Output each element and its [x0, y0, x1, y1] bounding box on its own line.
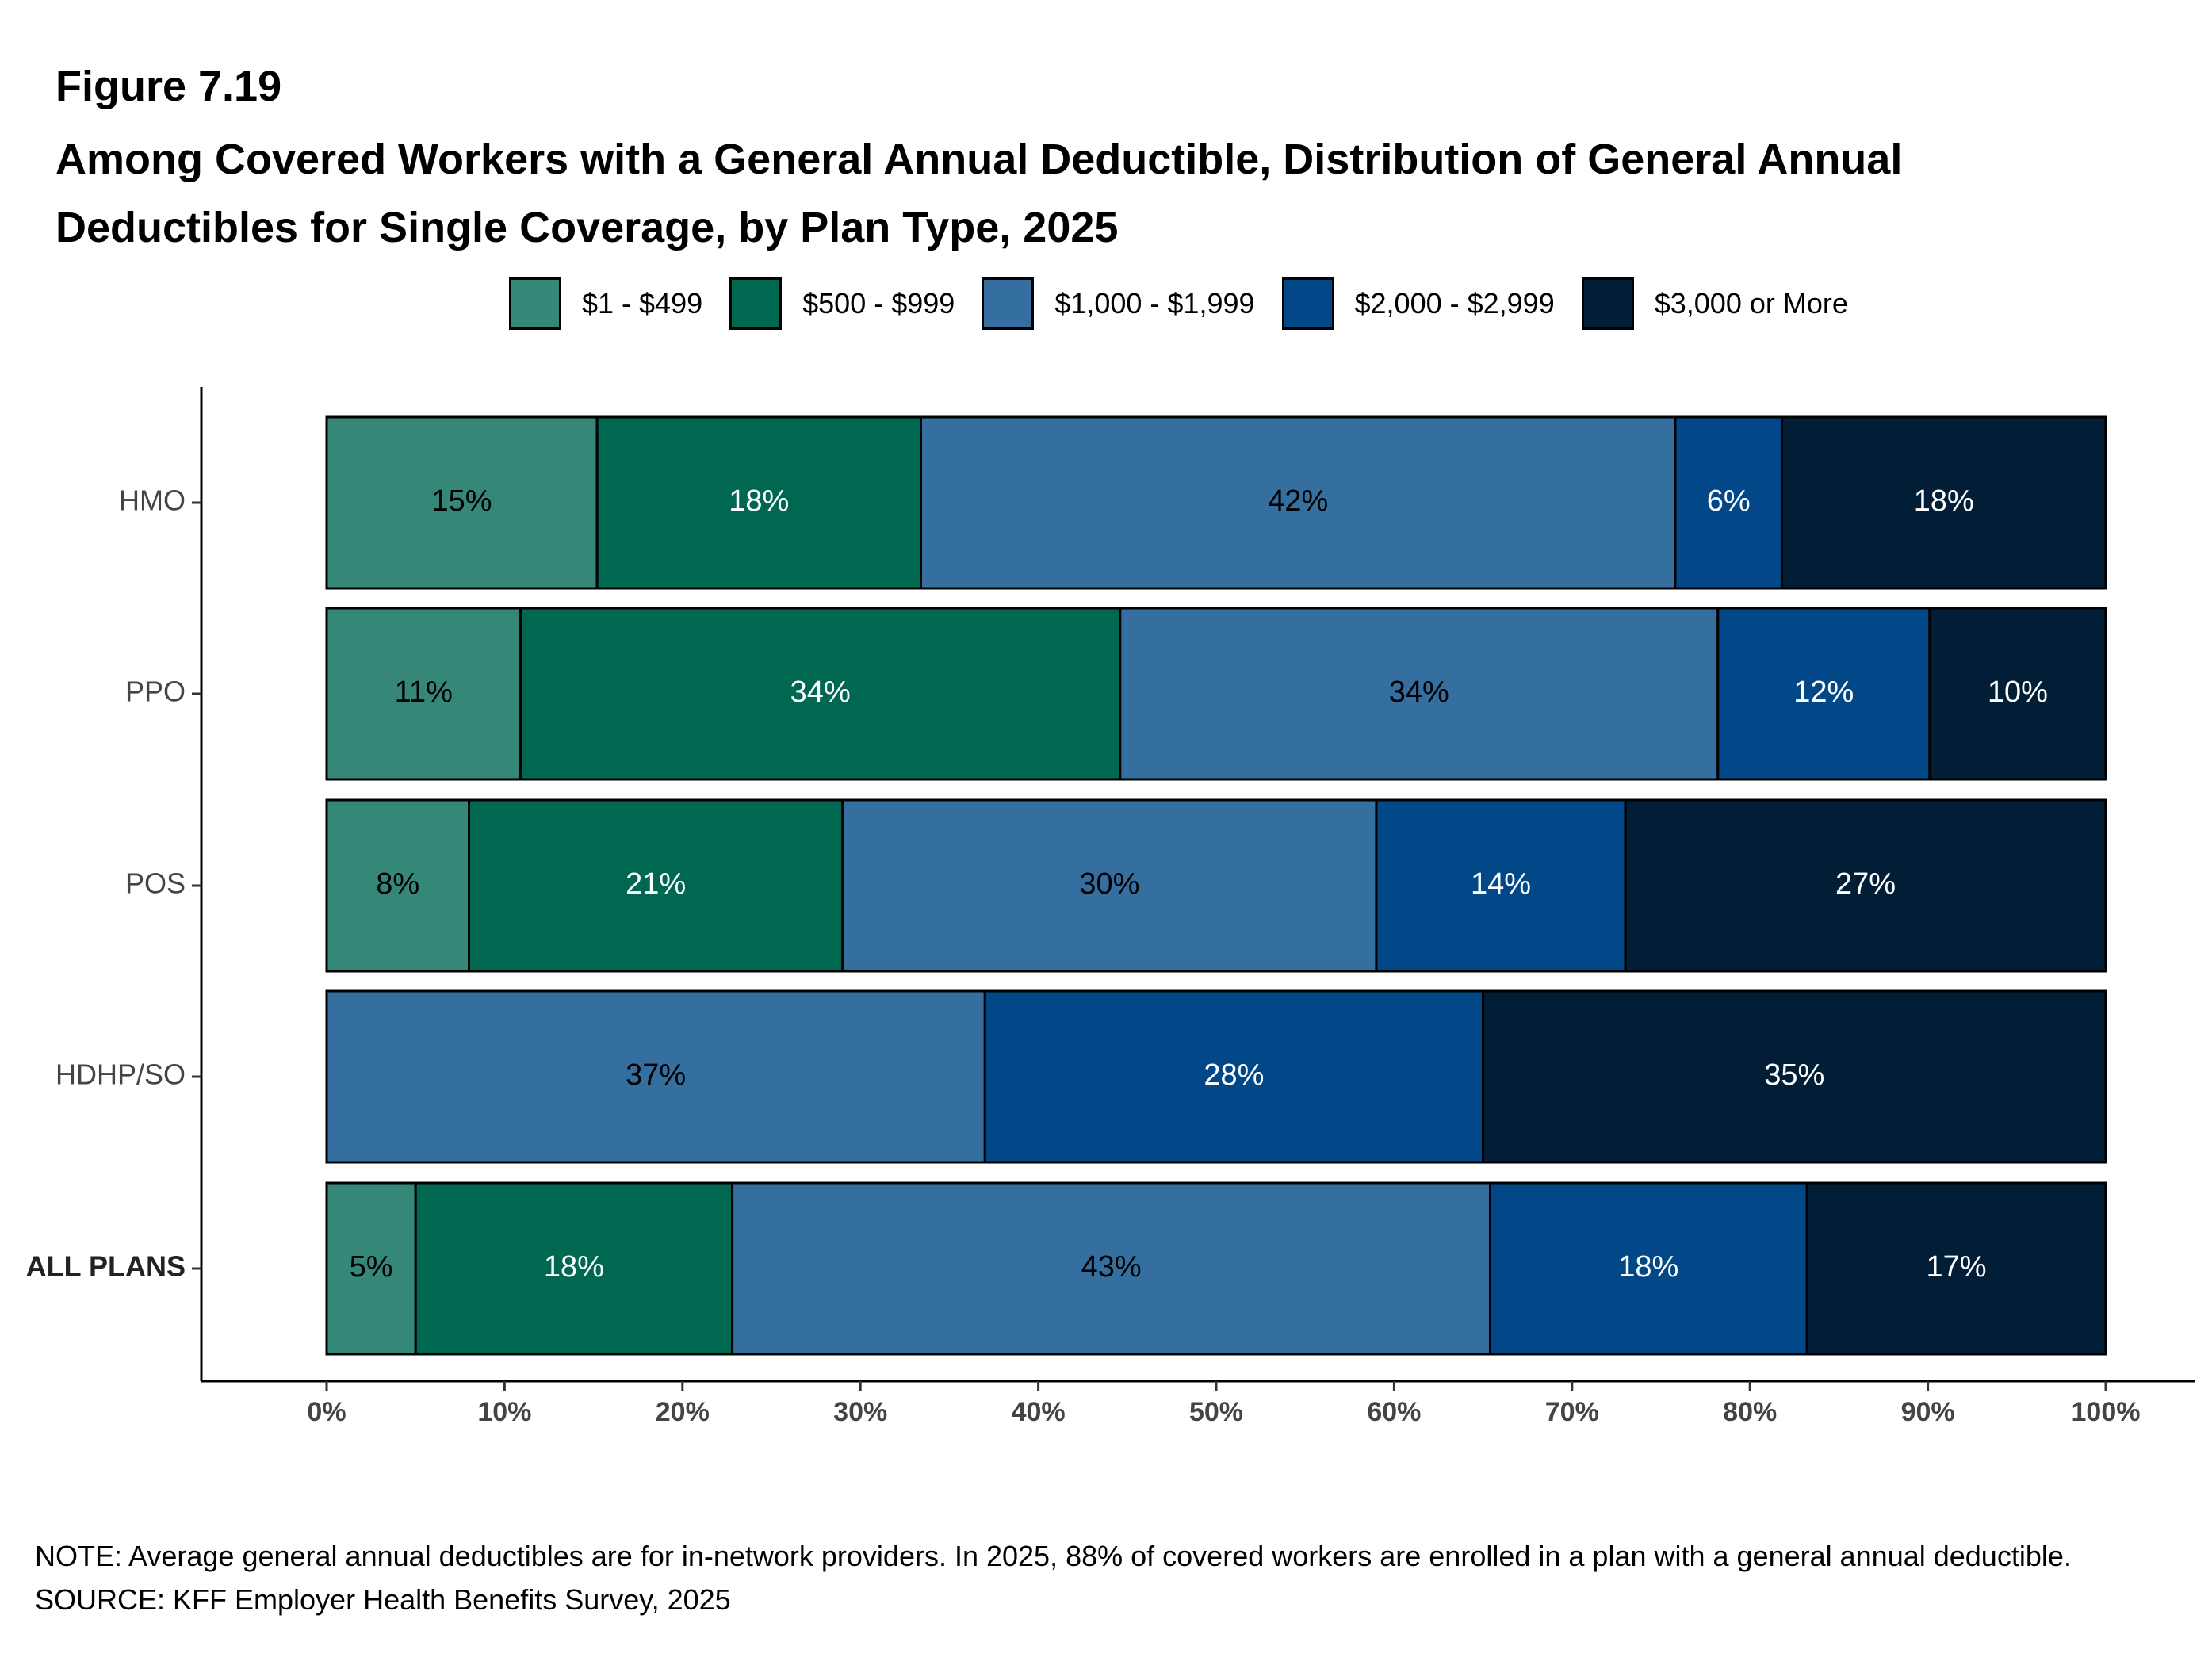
x-tick-label: 90% [1901, 1397, 1955, 1427]
legend-swatch [729, 278, 783, 330]
source-text: SOURCE: KFF Employer Health Benefits Sur… [35, 1583, 731, 1616]
note-text: NOTE: Average general annual deductibles… [35, 1540, 2072, 1572]
category-label: HDHP/SO [55, 1058, 186, 1091]
category-label: PPO [125, 676, 186, 708]
legend: $1 - $499 $500 - $999 $1,000 - $1,999 $2… [509, 276, 1875, 331]
legend-label: $2,000 - $2,999 [1354, 287, 1555, 320]
data-label: 10% [1988, 676, 2048, 709]
bar-segment [1716, 607, 1931, 781]
chart-title: Among Covered Workers with a General Ann… [55, 136, 1903, 251]
bar-segment [414, 1181, 734, 1356]
bar-segment [1119, 607, 1720, 781]
data-label: 18% [1914, 484, 1974, 518]
legend-label: $500 - $999 [802, 287, 955, 320]
legend-swatch [1581, 278, 1634, 330]
data-label: 35% [1764, 1058, 1824, 1092]
data-label: 28% [1204, 1058, 1264, 1092]
bar-segment [919, 415, 1677, 590]
data-label: 27% [1835, 867, 1896, 901]
bar-segment [519, 607, 1122, 781]
data-label: 8% [376, 867, 419, 901]
x-tick-label: 10% [477, 1397, 531, 1427]
data-label: 15% [432, 484, 492, 518]
bar-segment [731, 1181, 1492, 1356]
bar-segment [325, 415, 599, 590]
legend-item: $1 - $499 [509, 278, 702, 330]
bar-segment [325, 607, 522, 781]
data-label: 34% [1389, 676, 1449, 709]
data-label: 18% [729, 484, 789, 518]
bar-segment [468, 798, 844, 973]
x-tick-label: 100% [2072, 1397, 2141, 1427]
legend-label: $3,000 or More [1654, 287, 1848, 320]
x-tick-label: 40% [1012, 1397, 1066, 1427]
bar-segment [595, 415, 922, 590]
bar-segment [325, 989, 986, 1164]
data-label: 18% [544, 1250, 604, 1284]
x-tick-label: 60% [1367, 1397, 1421, 1427]
bar-segment [983, 989, 1485, 1164]
bar-segment [1928, 607, 2107, 781]
bar-segment [1781, 415, 2107, 590]
data-label: 14% [1471, 867, 1531, 901]
data-label: 5% [350, 1250, 393, 1284]
x-tick-label: 30% [833, 1397, 887, 1427]
legend-label: $1 - $499 [582, 287, 703, 320]
x-tick-label: 70% [1545, 1397, 1599, 1427]
legend-swatch [982, 278, 1035, 330]
bar-segment [1624, 798, 2107, 973]
footnote: NOTE: Average general annual deductibles… [35, 1534, 2160, 1621]
data-label: 34% [790, 676, 851, 709]
legend-item: $2,000 - $2,999 [1281, 278, 1555, 330]
data-label: 30% [1079, 867, 1139, 901]
data-label: 17% [1926, 1250, 1986, 1284]
category-label: POS [125, 867, 186, 900]
bar-segment [1482, 989, 2107, 1164]
category-label: ALL PLANS [26, 1250, 186, 1283]
legend-item: $500 - $999 [729, 278, 955, 330]
bar-segment [325, 1181, 417, 1356]
legend-swatch [509, 278, 561, 330]
bar-segment [1805, 1181, 2107, 1356]
data-label: 12% [1793, 676, 1854, 709]
data-label: 6% [1707, 484, 1751, 518]
data-label: 18% [1618, 1250, 1678, 1284]
figure-label: Figure 7.19 [55, 63, 282, 110]
legend-item: $1,000 - $1,999 [982, 278, 1255, 330]
bar-segment [325, 798, 471, 973]
data-label: 42% [1268, 484, 1328, 518]
bar-segment [1489, 1181, 1808, 1356]
legend-label: $1,000 - $1,999 [1054, 287, 1255, 320]
bar-segment [1674, 415, 1784, 590]
x-tick-label: 0% [307, 1397, 346, 1427]
data-label: 37% [626, 1058, 686, 1092]
x-tick-label: 50% [1189, 1397, 1243, 1427]
data-label: 21% [626, 867, 686, 901]
x-tick-label: 20% [656, 1397, 710, 1427]
category-label: HMO [119, 484, 186, 517]
x-tick-label: 80% [1723, 1397, 1777, 1427]
data-label: 43% [1081, 1250, 1142, 1284]
legend-swatch [1281, 278, 1334, 330]
stacked-bar-chart: HMO PPO POS HDHP/SO ALL PLANS 0% 10% 20% 30% 40% 5… [26, 387, 2195, 1427]
legend-item: $3,000 or More [1581, 278, 1848, 330]
data-label: 11% [395, 676, 453, 709]
